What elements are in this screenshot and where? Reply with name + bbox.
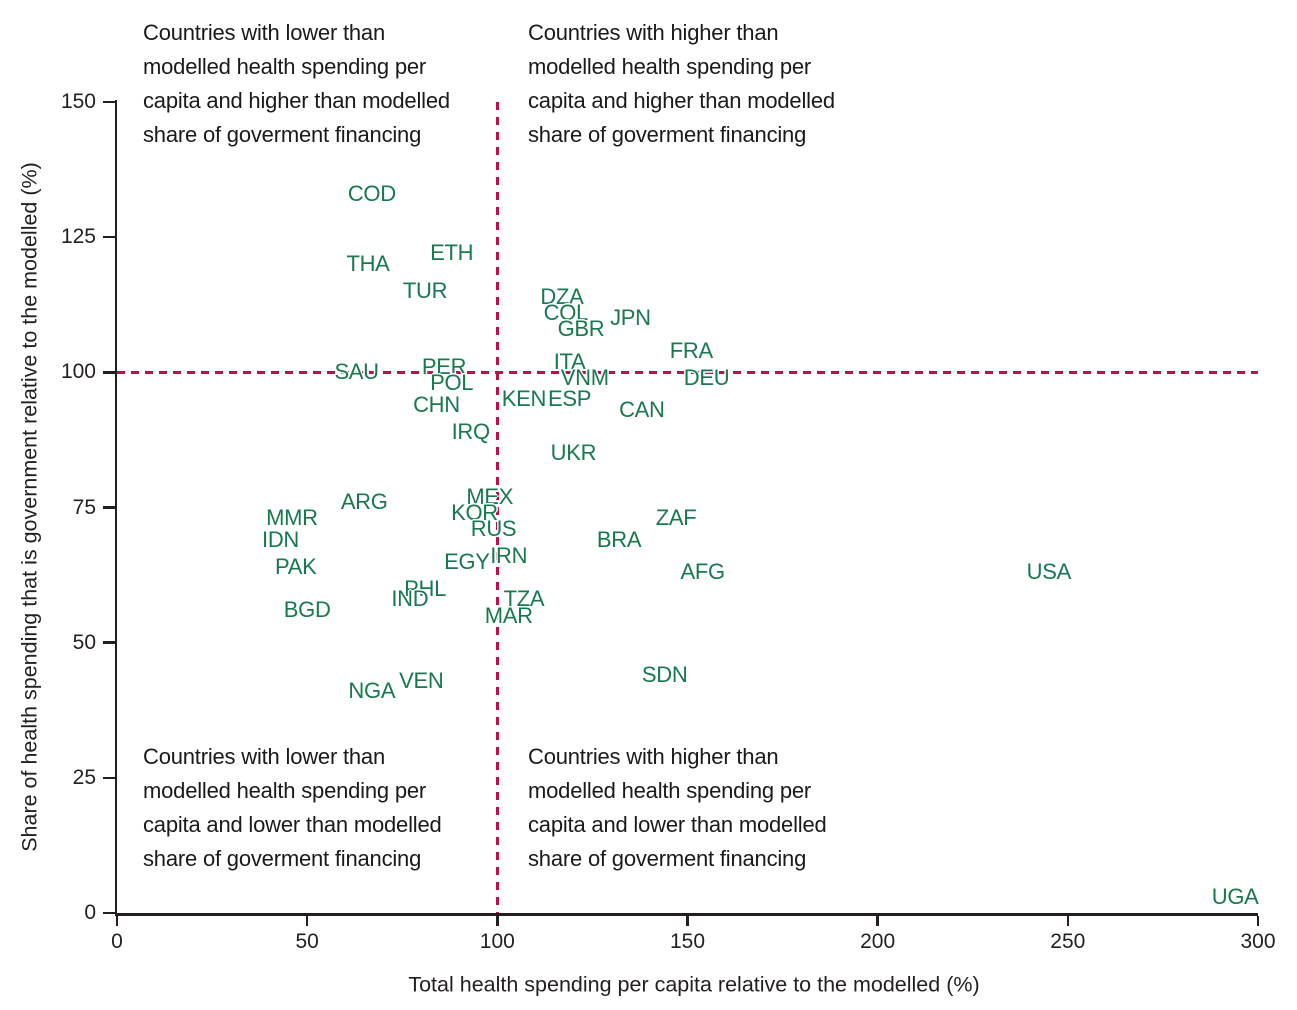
quadrant-label-top-right: Countries with higher than modelled heal… — [528, 20, 835, 147]
x-tick-label: 300 — [1240, 930, 1276, 953]
y-tick — [102, 371, 115, 374]
x-tick — [686, 915, 689, 926]
y-axis-line — [114, 100, 117, 916]
country-label-irn: IRN — [490, 543, 528, 569]
country-label-mmr: MMR — [266, 505, 318, 531]
country-label-rus: RUS — [470, 516, 517, 542]
quadrant-label-top-left: Countries with lower than modelled healt… — [143, 20, 450, 147]
country-label-ven: VEN — [399, 667, 444, 693]
country-label-tza: TZA — [503, 586, 545, 612]
y-tick — [102, 506, 115, 509]
country-label-sdn: SDN — [641, 662, 688, 688]
country-label-afg: AFG — [680, 559, 726, 585]
x-tick — [115, 915, 119, 926]
country-label-kor: KOR — [451, 499, 498, 525]
country-label-ind: IND — [391, 586, 429, 612]
y-tick-label: 100 — [60, 360, 96, 384]
country-label-nga: NGA — [348, 678, 396, 704]
country-label-ukr: UKR — [550, 440, 597, 466]
country-label-bra: BRA — [596, 526, 642, 552]
y-tick-label: 125 — [60, 225, 96, 249]
x-tick-label: 0 — [111, 930, 123, 953]
y-tick — [102, 100, 115, 104]
y-tick — [102, 776, 115, 780]
country-label-sau: SAU — [334, 359, 379, 385]
country-label-pak: PAK — [275, 553, 317, 579]
country-label-ken: KEN — [501, 386, 547, 412]
country-label-esp: ESP — [548, 386, 592, 412]
country-label-deu: DEU — [683, 364, 730, 390]
country-label-zaf: ZAF — [655, 505, 697, 531]
x-tick — [1066, 915, 1070, 926]
x-tick — [876, 915, 879, 926]
country-label-mex: MEX — [466, 483, 514, 509]
country-label-phl: PHL — [404, 575, 447, 601]
country-label-dza: DZA — [540, 283, 584, 309]
country-label-cod: COD — [347, 180, 396, 206]
country-label-usa: USA — [1026, 559, 1072, 585]
y-tick-label: 75 — [72, 495, 96, 519]
plot-area: COD THA ETH TUR DZA COL GBR JPN FRA SAU PER POL CHN I… — [117, 102, 1259, 913]
x-axis-title: Total health spending per capita relativ… — [408, 972, 980, 997]
country-label-can: CAN — [619, 397, 665, 423]
country-label-eth: ETH — [430, 240, 474, 266]
country-label-ita: ITA — [553, 348, 586, 374]
y-tick — [102, 235, 115, 239]
country-label-gbr: GBR — [557, 316, 605, 342]
country-label-tha: THA — [346, 251, 390, 277]
country-label-uga: UGA — [1211, 883, 1259, 909]
quadrant-label-bottom-left: Countries with lower than modelled healt… — [143, 744, 442, 871]
y-tick-label: 25 — [72, 765, 96, 789]
country-label-bgd: BGD — [283, 597, 331, 623]
y-tick-label: 0 — [84, 901, 96, 924]
x-tick-label: 50 — [295, 930, 319, 953]
country-label-mar: MAR — [484, 602, 533, 628]
country-label-idn: IDN — [262, 526, 300, 552]
x-tick-label: 250 — [1050, 930, 1086, 953]
x-tick — [305, 915, 309, 926]
country-label-col: COL — [543, 299, 589, 325]
y-tick — [102, 911, 115, 915]
y-tick-label: 50 — [72, 630, 96, 654]
country-label-tur: TUR — [402, 278, 448, 304]
reference-line-y100 — [117, 371, 1258, 374]
country-label-jpn: JPN — [610, 305, 651, 331]
x-axis-line — [114, 913, 1258, 916]
reference-line-x100 — [496, 102, 499, 913]
country-label-fra: FRA — [669, 337, 713, 363]
country-label-chn: CHN — [413, 391, 460, 417]
x-tick-label: 100 — [479, 930, 515, 953]
country-label-pol: POL — [430, 370, 474, 396]
country-label-arg: ARG — [340, 489, 388, 515]
y-tick-label: 150 — [60, 90, 96, 113]
country-label-irq: IRQ — [451, 418, 491, 444]
x-tick-label: 150 — [669, 930, 706, 953]
y-tick — [102, 641, 115, 644]
x-tick-label: 200 — [860, 930, 896, 953]
quadrant-label-bottom-right: Countries with higher than modelled heal… — [528, 744, 827, 871]
country-label-per: PER — [421, 353, 467, 379]
country-label-vnm: VNM — [560, 364, 609, 390]
x-tick — [1256, 915, 1260, 926]
country-label-egy: EGY — [444, 548, 490, 574]
x-tick — [496, 915, 499, 926]
